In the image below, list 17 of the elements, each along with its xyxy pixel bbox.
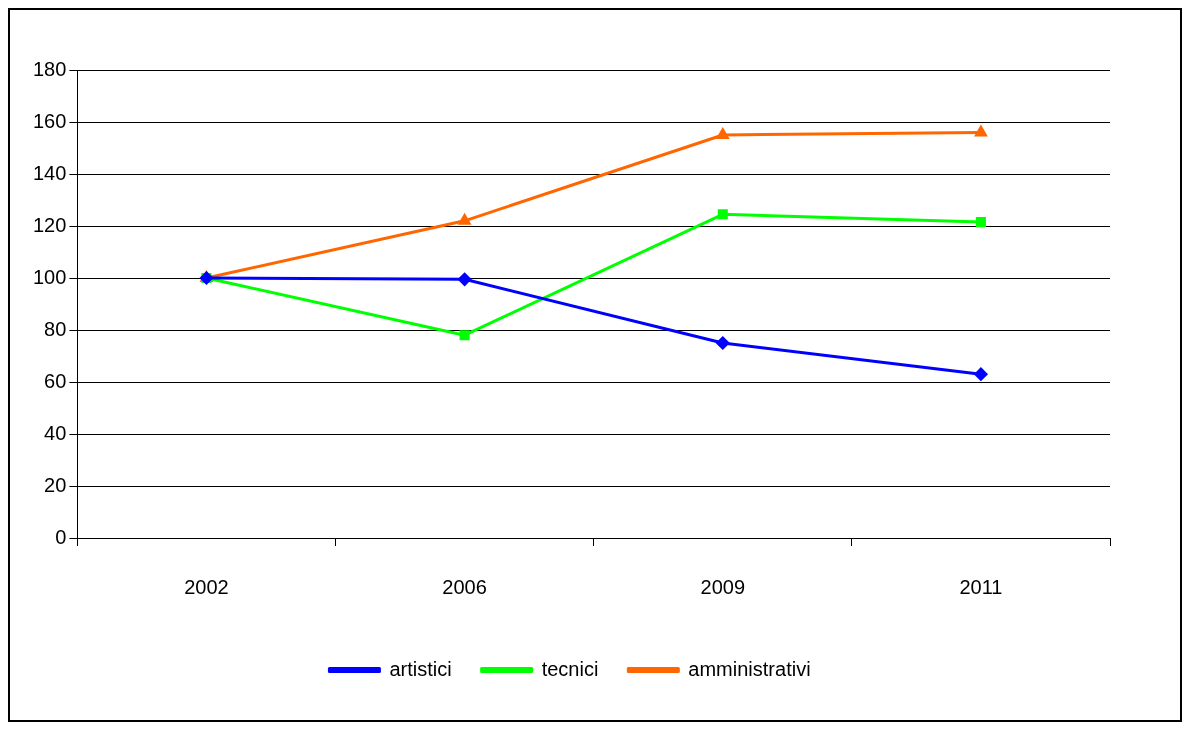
y-tick-label: 40: [44, 421, 67, 444]
legend-label: amministrativi: [688, 657, 811, 680]
y-tick-label: 160: [32, 109, 67, 132]
legend-label: artistici: [389, 657, 452, 680]
y-tick-label: 100: [32, 265, 67, 288]
x-tick-label: 2011: [959, 575, 1003, 598]
y-tick-label: 180: [32, 57, 67, 80]
legend-label: tecnici: [541, 657, 599, 680]
y-tick-label: 20: [44, 473, 67, 496]
y-tick-label: 80: [44, 317, 67, 340]
y-tick-label: 120: [32, 213, 67, 236]
x-tick-label: 2002: [184, 575, 229, 598]
y-tick-label: 60: [44, 369, 67, 392]
y-tick-label: 140: [32, 161, 67, 184]
x-tick-label: 2009: [700, 575, 746, 598]
y-tick-label: 0: [55, 525, 67, 548]
x-tick-label: 2006: [442, 575, 487, 598]
